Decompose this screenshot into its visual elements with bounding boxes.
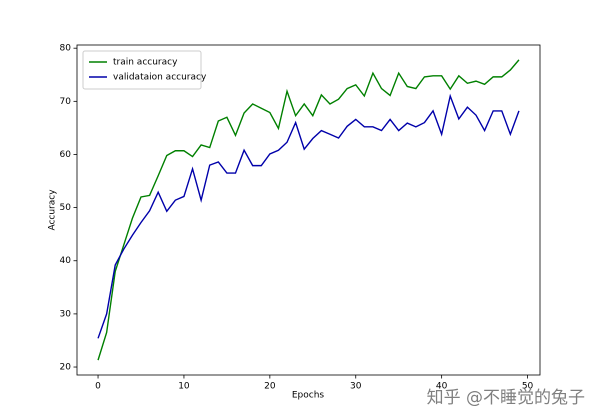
y-tick-label: 40 — [60, 256, 72, 266]
y-axis-label: Accuracy — [48, 189, 58, 231]
x-tick-label: 50 — [522, 382, 534, 392]
legend-label: validataion accuracy — [113, 73, 207, 83]
legend-label: train accuracy — [113, 58, 178, 68]
x-axis-label: Epochs — [292, 391, 325, 401]
data-line — [97, 93, 520, 339]
x-tick-label: 30 — [350, 382, 362, 392]
y-tick-label: 30 — [60, 309, 72, 319]
y-tick-label: 80 — [60, 44, 72, 54]
data-line — [97, 59, 520, 361]
legend-box — [82, 50, 202, 90]
y-tick-label: 70 — [60, 97, 72, 107]
axes-frame — [76, 44, 541, 376]
x-tick-label: 10 — [178, 382, 190, 392]
y-tick-label: 20 — [60, 363, 72, 373]
x-tick-label: 0 — [95, 382, 101, 392]
watermark: 知乎 @不睡觉的兔子 — [427, 388, 585, 408]
x-tick-label: 40 — [436, 382, 448, 392]
x-tick-label: 20 — [264, 382, 276, 392]
y-tick-label: 60 — [60, 150, 72, 160]
y-tick-label: 50 — [60, 203, 72, 213]
